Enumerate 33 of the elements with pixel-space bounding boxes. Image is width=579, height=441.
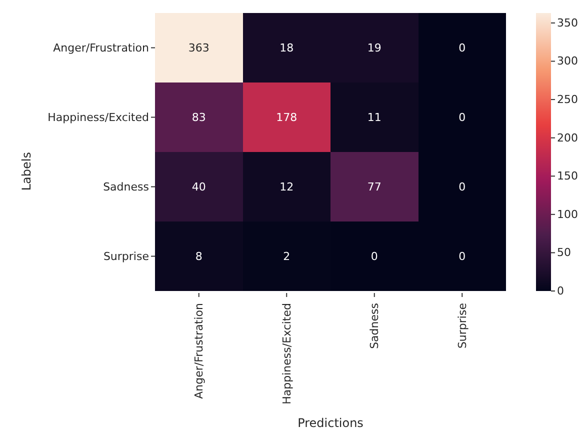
y-tick-label: Happiness/Excited [48,111,149,124]
color-bar-label: 300 [557,54,578,68]
x-tick-label: Happiness/Excited [280,303,294,404]
data-label: 40 [192,180,206,194]
data-label: 11 [367,110,382,124]
data-label: 0 [458,41,466,54]
data-label: 2 [283,250,290,263]
color-bar-label: 350 [557,16,578,30]
color-bar-label: 0 [557,284,564,298]
data-label: 0 [458,180,466,194]
data-label: 12 [280,180,294,194]
x-axis-title: Predictions [298,416,364,430]
data-label: 83 [192,110,206,124]
data-label: 19 [367,41,382,54]
data-label: 0 [458,110,466,124]
y-tick-label: Surprise [103,250,150,264]
data-label: 363 [188,41,210,54]
data-label: 0 [458,250,466,263]
y-axis-title: Labels [19,152,34,191]
data-label: 178 [276,110,298,124]
color-bar-label: 50 [557,246,571,260]
color-bar-label: 100 [557,208,578,221]
color-bar-label: 250 [557,93,578,106]
data-label: 0 [370,250,378,263]
data-label: 8 [195,250,202,263]
data-label: 18 [280,41,294,54]
color-bar-label: 150 [557,170,578,183]
data-label: 77 [367,180,382,194]
color-bar-label: 200 [557,131,578,144]
x-tick-label: Sadness [368,302,382,349]
x-tick-label: Surprise [456,302,469,349]
y-tick-label: Anger/Frustration [53,42,150,55]
y-tick-label: Sadness [103,180,150,194]
